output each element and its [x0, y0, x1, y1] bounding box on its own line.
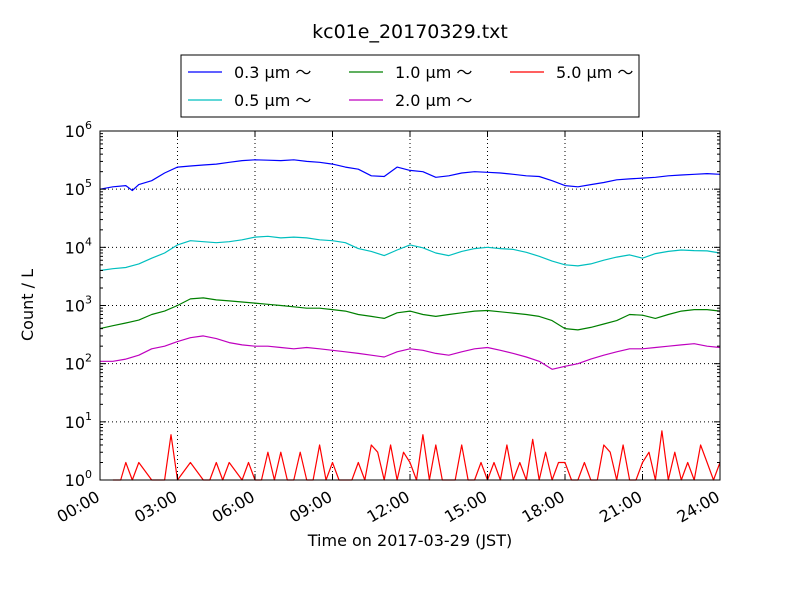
y-tick-label: 101	[65, 410, 92, 432]
grid-lines	[100, 131, 720, 480]
y-axis-label: Count / L	[18, 269, 37, 341]
legend: 0.3 μm ～ 0.5 μm ～ 1.0 μm ～ 2.0 μm ～ 5.0 μm ～	[180, 54, 640, 118]
series-line-3	[100, 335, 721, 370]
chart-title: kc01e_20170329.txt	[312, 21, 508, 43]
y-tick-label: 102	[65, 352, 92, 374]
y-tick-label: 104	[65, 235, 92, 257]
y-tick-label: 100	[65, 468, 92, 490]
legend-label-1: 0.5 μm ～	[234, 91, 311, 110]
legend-label-3: 2.0 μm ～	[395, 91, 472, 110]
y-tick-label: 106	[65, 119, 92, 141]
legend-label-0: 0.3 μm ～	[234, 63, 311, 82]
x-tick-label: 21:00	[596, 487, 645, 527]
x-axis-label: Time on 2017-03-29 (JST)	[307, 531, 512, 550]
y-tick-label: 105	[65, 177, 92, 199]
axis-ticks	[99, 130, 721, 481]
series-layer	[99, 159, 721, 481]
x-tick-label: 24:00	[674, 487, 723, 527]
series-line-0	[99, 159, 721, 192]
x-tick-labels: 00:00 03:00 06:00 09:00 12:00 15:00 18:00 21:00…	[54, 487, 723, 527]
x-tick-label: 00:00	[54, 487, 103, 527]
y-tick-label: 103	[65, 294, 92, 316]
series-line-4	[112, 430, 721, 481]
x-tick-label: 18:00	[519, 487, 568, 527]
x-tick-label: 09:00	[286, 487, 335, 527]
x-tick-label: 03:00	[131, 487, 180, 527]
x-tick-label: 15:00	[441, 487, 490, 527]
series-line-2	[99, 297, 721, 331]
x-tick-label: 06:00	[209, 487, 258, 527]
x-tick-label: 12:00	[364, 487, 413, 527]
series-line-1	[99, 235, 721, 272]
y-tick-labels: 100 101 102 103 104 105 106	[65, 119, 92, 490]
legend-label-2: 1.0 μm ～	[395, 63, 472, 82]
legend-box	[180, 54, 640, 118]
legend-label-4: 5.0 μm ～	[556, 63, 633, 82]
